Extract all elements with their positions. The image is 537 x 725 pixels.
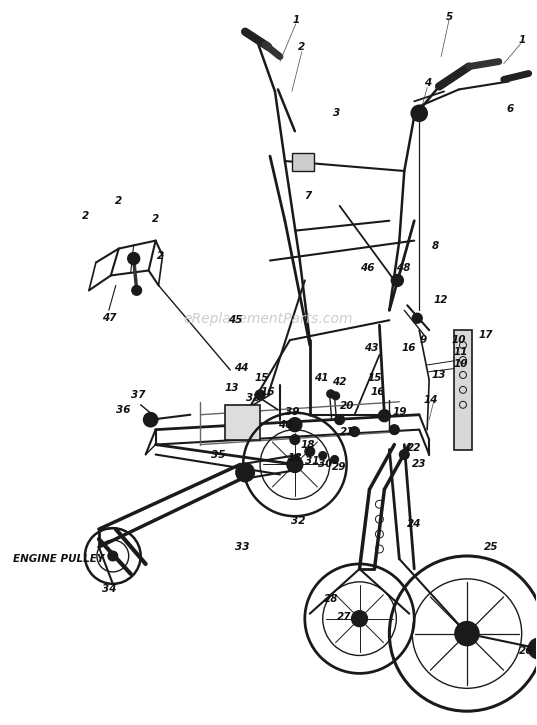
Circle shape [389, 425, 400, 434]
Text: 5: 5 [445, 12, 453, 22]
Text: 43: 43 [364, 343, 379, 353]
Text: 2: 2 [115, 196, 122, 206]
Circle shape [305, 447, 315, 457]
Text: 26: 26 [519, 645, 534, 655]
Circle shape [108, 551, 118, 561]
Text: 16: 16 [402, 343, 417, 353]
Text: 11: 11 [454, 347, 468, 357]
Text: 2: 2 [298, 41, 306, 51]
Bar [225, 405, 260, 439]
Bar [292, 153, 314, 171]
Text: 32: 32 [291, 516, 305, 526]
Circle shape [287, 457, 303, 473]
Text: 13: 13 [432, 370, 446, 380]
Text: 23: 23 [412, 460, 426, 470]
Circle shape [255, 390, 265, 399]
Text: 8: 8 [432, 241, 439, 251]
Text: 18: 18 [301, 439, 315, 450]
Circle shape [332, 392, 339, 399]
Circle shape [391, 275, 403, 286]
Text: ENGINE PULLEY: ENGINE PULLEY [13, 554, 105, 564]
Text: 7: 7 [304, 191, 311, 201]
Text: 17: 17 [479, 330, 494, 340]
Text: 39: 39 [285, 407, 299, 417]
Text: 20: 20 [340, 401, 355, 411]
Text: 35: 35 [211, 450, 226, 460]
Circle shape [132, 286, 142, 295]
Circle shape [331, 455, 339, 463]
Circle shape [288, 418, 302, 431]
Circle shape [319, 452, 326, 460]
Text: 44: 44 [234, 363, 248, 373]
Text: 16: 16 [261, 387, 275, 397]
Text: 38: 38 [245, 393, 260, 403]
Text: 2: 2 [157, 251, 164, 260]
Text: 13: 13 [225, 383, 240, 393]
Text: 22: 22 [407, 442, 422, 452]
Text: 41: 41 [315, 373, 329, 383]
Text: 27: 27 [337, 612, 352, 621]
Text: 29: 29 [332, 463, 347, 473]
Circle shape [350, 427, 360, 436]
Text: 14: 14 [424, 395, 438, 405]
Text: 19: 19 [392, 407, 407, 417]
Circle shape [411, 105, 427, 121]
Text: 10: 10 [452, 335, 466, 345]
Text: 42: 42 [332, 377, 347, 387]
Circle shape [400, 450, 409, 460]
Text: 31: 31 [304, 457, 319, 466]
Text: 34: 34 [101, 584, 116, 594]
Circle shape [528, 639, 537, 658]
Text: 2: 2 [82, 211, 89, 221]
Text: eReplacementParts.com: eReplacementParts.com [184, 312, 353, 326]
Text: 3: 3 [333, 108, 340, 118]
Text: 25: 25 [484, 542, 498, 552]
Circle shape [379, 410, 390, 422]
Circle shape [335, 415, 345, 425]
Text: 4: 4 [424, 78, 431, 88]
Circle shape [144, 413, 157, 427]
Circle shape [455, 621, 479, 645]
Text: 33: 33 [235, 542, 249, 552]
Text: 47: 47 [101, 313, 116, 323]
Text: 28: 28 [324, 594, 339, 604]
Text: 16: 16 [370, 387, 384, 397]
Text: 45: 45 [228, 315, 242, 326]
Text: 18: 18 [288, 452, 302, 463]
Circle shape [290, 434, 300, 444]
Text: 40: 40 [278, 420, 292, 430]
Text: 12: 12 [434, 295, 448, 305]
Circle shape [236, 463, 254, 481]
Text: 30: 30 [318, 460, 333, 470]
Circle shape [128, 252, 140, 265]
Text: 15: 15 [255, 373, 269, 383]
Text: 48: 48 [396, 263, 411, 273]
Text: 37: 37 [132, 390, 146, 399]
Text: 10: 10 [454, 359, 468, 369]
Text: 9: 9 [419, 335, 427, 345]
Text: 46: 46 [360, 263, 375, 273]
Text: 36: 36 [115, 405, 130, 415]
Text: 6: 6 [507, 104, 514, 115]
Text: 2: 2 [152, 214, 159, 224]
Text: 15: 15 [367, 373, 382, 383]
Text: 24: 24 [407, 519, 422, 529]
Text: 1: 1 [518, 35, 526, 45]
Circle shape [326, 390, 335, 398]
Circle shape [352, 610, 367, 626]
Bar [454, 330, 472, 450]
Text: 1: 1 [292, 14, 300, 25]
Text: 21: 21 [340, 426, 355, 436]
Circle shape [412, 313, 422, 323]
